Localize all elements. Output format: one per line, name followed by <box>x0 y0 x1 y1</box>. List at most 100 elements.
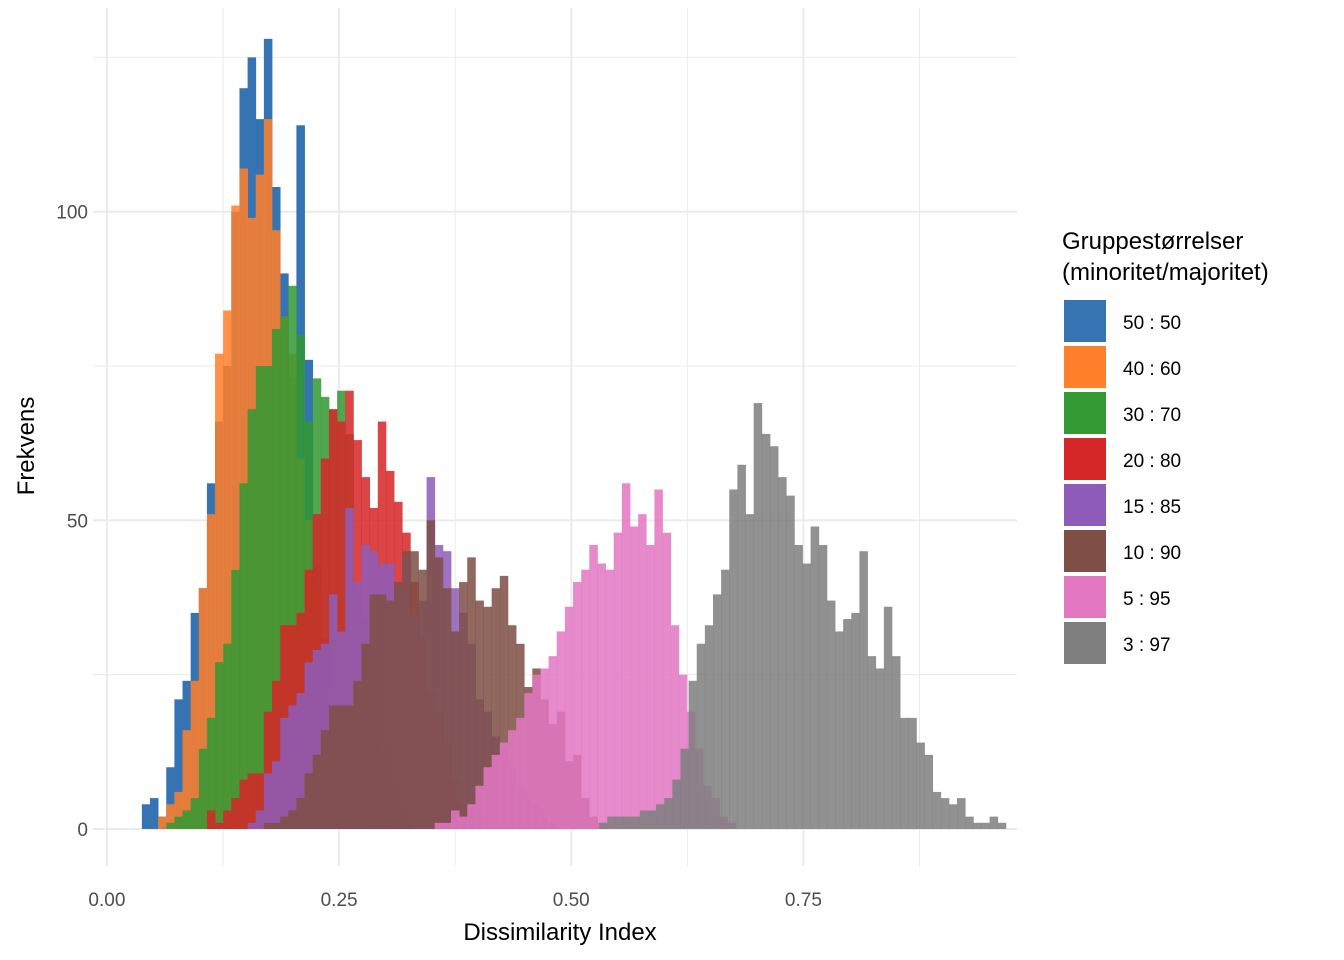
x-axis-tick-labels: 0.00 0.25 0.50 0.75 <box>88 890 821 911</box>
histogram-bar <box>182 810 192 829</box>
histogram-bar <box>851 612 860 829</box>
histogram-bar <box>263 366 273 829</box>
legend-item: 50 : 50 <box>1064 300 1181 342</box>
histogram-bar <box>729 489 738 829</box>
histogram-bar <box>597 563 606 829</box>
histogram-bar <box>361 643 371 829</box>
histogram-bar <box>223 310 232 829</box>
histogram-bar <box>426 520 436 829</box>
histogram-bar <box>532 674 541 829</box>
histogram-bar <box>499 742 509 829</box>
legend-title-line2: (minoritet/majoritet) <box>1062 259 1269 286</box>
histogram-bar <box>263 711 273 829</box>
histogram-bar <box>516 717 525 829</box>
histogram-bar <box>491 588 501 829</box>
histogram-bar <box>607 816 616 829</box>
histogram-bar <box>174 699 183 829</box>
y-axis-title: Frekvens <box>13 397 40 496</box>
histogram-bar <box>304 662 314 829</box>
histogram-bar <box>394 582 403 829</box>
histogram-bar <box>377 594 387 829</box>
histogram-bar <box>320 458 330 829</box>
histogram-bar <box>867 656 877 829</box>
histogram-bar <box>402 551 411 829</box>
histogram-bar <box>247 409 257 829</box>
y-axis-tick-labels: 0 50 100 <box>56 203 88 841</box>
histogram-bar <box>206 810 216 829</box>
histogram-bar <box>312 649 322 829</box>
histogram-bar <box>345 705 354 829</box>
histogram-bar <box>647 810 657 829</box>
legend-label: 30 : 70 <box>1123 405 1181 426</box>
histogram-bar <box>450 631 460 829</box>
histogram-bar <box>664 798 673 829</box>
histogram-bar <box>965 816 974 829</box>
histogram-bar <box>737 464 746 829</box>
histogram-bar <box>662 532 672 829</box>
histogram-bar <box>599 822 608 829</box>
histogram-bar <box>810 526 820 829</box>
legend-label: 40 : 60 <box>1123 359 1181 380</box>
histogram-bar <box>859 551 868 829</box>
histogram-bar <box>166 767 175 829</box>
histogram-bar <box>924 754 934 829</box>
histogram-bar <box>556 631 566 829</box>
histogram-bar <box>499 575 509 829</box>
histogram-bar <box>639 810 649 829</box>
legend: Gruppestørrelser (minoritet/majoritet) 5… <box>1062 228 1269 664</box>
x-axis-title: Dissimilarity Index <box>463 919 656 946</box>
histogram-bar <box>613 532 623 829</box>
histogram-bar <box>410 551 419 829</box>
y-tick-label: 0 <box>77 820 88 841</box>
histogram-bar <box>761 433 771 829</box>
histogram-bar <box>605 569 615 829</box>
histogram-bar <box>215 822 224 829</box>
histogram-bar <box>540 668 550 829</box>
legend-swatch <box>1064 346 1106 388</box>
histogram-bar <box>247 773 257 829</box>
histogram-bar <box>696 643 706 829</box>
histogram-bar <box>491 754 501 829</box>
histogram-bar <box>940 798 950 829</box>
histogram-bar <box>255 810 265 829</box>
histogram-bar <box>206 717 216 829</box>
legend-label: 50 : 50 <box>1123 313 1181 334</box>
histogram-bar <box>638 514 647 829</box>
histogram-bar <box>467 557 476 829</box>
histogram-bar <box>296 798 305 829</box>
histogram-bar <box>932 791 942 829</box>
histogram-bar <box>713 594 722 829</box>
histogram-bar <box>794 545 803 829</box>
legend-swatch <box>1064 392 1106 434</box>
histogram-bar <box>778 477 787 829</box>
histogram-bar <box>900 717 909 829</box>
histogram-bar <box>272 761 281 829</box>
legend-label: 3 : 97 <box>1123 635 1171 656</box>
histogram-bar <box>753 403 763 829</box>
histogram-bar <box>255 366 265 829</box>
histogram-bar <box>304 773 314 829</box>
histogram-bar <box>255 773 265 829</box>
histogram-bar <box>948 804 958 829</box>
histogram-bar <box>345 507 354 829</box>
histogram-bar <box>328 705 338 829</box>
histogram-bar <box>835 631 844 829</box>
histogram-bar <box>745 514 755 829</box>
histogram-bar <box>875 668 885 829</box>
histogram-bar <box>704 625 714 829</box>
legend-swatch <box>1064 576 1106 618</box>
series-1090 <box>263 520 606 829</box>
histogram-bar <box>337 705 346 829</box>
histogram-bar <box>646 545 655 829</box>
histogram-bar <box>826 600 836 829</box>
histogram-bar <box>891 656 901 829</box>
histogram-bar <box>654 489 663 829</box>
histogram-bar <box>581 569 590 829</box>
histogram-bar <box>231 205 240 829</box>
legend-label: 20 : 80 <box>1123 451 1181 472</box>
histogram-bar <box>688 680 698 829</box>
histogram-bar <box>353 680 362 829</box>
histogram-bar <box>442 588 452 829</box>
histogram-bar <box>263 822 273 829</box>
